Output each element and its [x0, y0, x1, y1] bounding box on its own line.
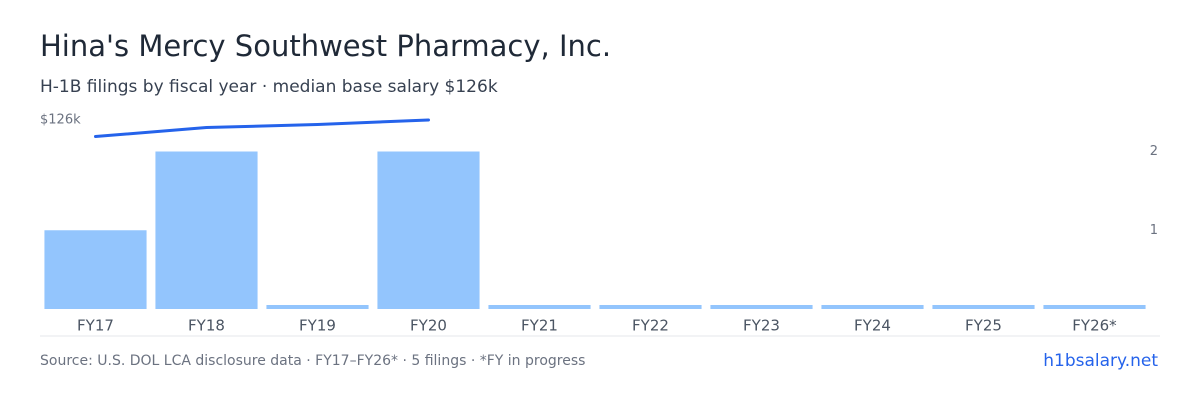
salary-line [94, 118, 430, 138]
bar [488, 305, 591, 309]
x-tick-label: FY17 [77, 317, 114, 335]
bar [710, 305, 813, 309]
site-link[interactable]: h1bsalary.net [1043, 351, 1158, 371]
bar [377, 151, 480, 309]
x-tick-label: FY20 [410, 317, 447, 335]
x-tick-label: FY26* [1072, 317, 1117, 335]
bar [821, 305, 924, 309]
x-tick-label: FY25 [965, 317, 1002, 335]
footer: Source: U.S. DOL LCA disclosure data · F… [40, 353, 585, 369]
bar [599, 305, 702, 309]
chart-subtitle: H-1B filings by fiscal year · median bas… [40, 77, 498, 97]
y2-tick-label: $126k [40, 113, 81, 128]
y-tick-label: 1 [1150, 223, 1158, 238]
x-tick-label: FY21 [521, 317, 558, 335]
x-tick-label: FY18 [188, 317, 225, 335]
bar [932, 305, 1035, 309]
bar [1043, 305, 1146, 309]
bar [44, 230, 147, 309]
bar [266, 305, 369, 309]
x-tick-label: FY24 [854, 317, 891, 335]
chart-title: Hina's Mercy Southwest Pharmacy, Inc. [40, 29, 611, 63]
x-tick-label: FY19 [299, 317, 336, 335]
bar [155, 151, 258, 309]
x-tick-label: FY23 [743, 317, 780, 335]
x-tick-label: FY22 [632, 317, 669, 335]
y-tick-label: 2 [1150, 144, 1158, 159]
